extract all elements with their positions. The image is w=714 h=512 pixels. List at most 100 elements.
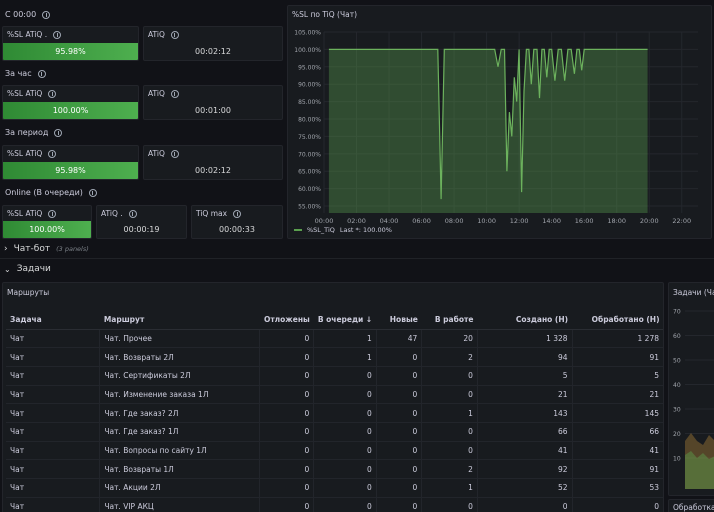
stat-panel-atiq-online[interactable]: ATiQ . 00:00:19 [96,205,187,239]
info-icon[interactable] [54,128,63,137]
info-icon[interactable] [88,188,97,197]
chevron-right-icon: › [4,244,8,254]
table-cell: 21 [572,385,663,405]
x-tick-label: 16:00 [575,217,594,225]
col-header-created[interactable]: Создано (Н) [477,311,573,330]
stat-panel-sl-atiq-period[interactable]: %SL ATiQ 95.98% [2,145,139,180]
chart-panel-sl-tiq[interactable]: %SL по TiQ (Чат) 105.00% 100.00% 95.00% 90.… [287,5,712,239]
table-cell: 1 [421,403,478,423]
y-tick-label: 105.00% [294,30,321,37]
series-line [328,48,648,200]
col-header-processed[interactable]: Обработано (Н) [572,311,663,330]
table-cell: Чат [6,329,101,349]
y-tick-label: 90.00% [298,82,321,89]
table-cell: 0 [313,422,377,442]
row-header-chatbot[interactable]: › Чат-бот (3 panels) [4,244,89,254]
section-title-online: Online (В очереди) [5,188,97,197]
table-cell: 0 [259,347,315,367]
table-cell: 0 [376,422,423,442]
info-icon[interactable] [48,89,57,98]
tasks-mini-chart[interactable]: 70 60 50 40 30 20 10 [669,283,714,496]
stat-value: 95.98% [3,162,138,179]
table-cell: 2 [421,459,478,479]
table-cell: 47 [376,329,423,349]
table-row[interactable]: Чат Чат. Возвраты 2Л 0 1 0 2 94 91 [6,347,663,367]
stat-value: 95.98% [3,43,138,60]
table-row[interactable]: Чат Чат. Сертификаты 2Л 0 0 0 0 5 5 [6,366,663,386]
y-tick-label: 70 [673,309,681,316]
col-header-in-queue[interactable]: В очереди ↓ [313,311,377,330]
table-cell: 143 [477,403,573,423]
divider [0,258,714,259]
table-row[interactable]: Чат Чат. Изменение заказа 1Л 0 0 0 0 21 21 [6,385,663,405]
table-cell: 91 [572,347,663,367]
table-cell: 0 [421,385,478,405]
stat-panel-atiq-hour[interactable]: ATiQ 00:01:00 [143,85,283,120]
info-icon[interactable] [53,30,62,39]
col-header-postponed[interactable]: Отложены [259,311,314,330]
info-icon[interactable] [233,209,242,218]
stat-title: %SL ATiQ [7,149,43,158]
table-cell: Чат [6,347,101,367]
info-icon[interactable] [37,69,46,78]
x-tick-label: 14:00 [542,217,561,225]
tasks-chart-panel[interactable]: Задачи (Чат 70 60 50 40 30 20 10 [668,282,714,496]
table-cell: 0 [259,385,315,405]
processing-panel[interactable]: Обработка [668,499,714,512]
row-header-tasks[interactable]: ⌄ Задачи [4,264,51,274]
table-cell: Чат. Акции 2Л [99,478,261,498]
table-cell: 0 [313,403,377,423]
table-cell: 0 [376,459,423,479]
table-row[interactable]: Чат Чат. Акции 2Л 0 0 0 1 52 53 [6,478,663,498]
stat-value: 00:00:33 [219,225,255,234]
info-icon[interactable] [170,30,179,39]
y-tick-label: 95.00% [298,64,321,71]
sl-tiq-chart[interactable]: 105.00% 100.00% 95.00% 90.00% 85.00% 80.00% 75… [288,6,712,239]
col-header-in-progress[interactable]: В работе [421,311,478,330]
stat-title: %SL ATiQ [7,89,43,98]
info-icon[interactable] [48,209,57,218]
table-cell: Чат. Где заказ? 2Л [99,403,261,423]
table-row[interactable]: Чат Чат. Вопросы по сайту 1Л 0 0 0 0 41 41 [6,441,663,461]
stat-panel-sl-atiq-online[interactable]: %SL ATiQ 100.00% [2,205,92,239]
stat-panel-atiq-period[interactable]: ATiQ 00:02:12 [143,145,283,180]
info-icon[interactable] [128,209,137,218]
table-row[interactable]: Чат Чат. VIP АКЦ 0 0 0 0 0 0 [6,497,663,512]
info-icon[interactable] [42,10,51,19]
chart-legend[interactable]: %SL_TiQ Last *: 100.00% [294,226,392,234]
stat-panel-sl-atiq-hour[interactable]: %SL ATiQ 100.00% [2,85,139,120]
series-area [685,451,714,489]
table-cell: 41 [572,441,663,461]
table-cell: 145 [572,403,663,423]
table-row[interactable]: Чат Чат. Где заказ? 1Л 0 0 0 0 66 66 [6,422,663,442]
table-cell: 0 [259,459,315,479]
row-title: Задачи [16,264,51,274]
table-cell: 0 [376,366,423,386]
table-cell: Чат [6,422,101,442]
y-tick-label: 85.00% [298,99,321,106]
stat-title: %SL ATiQ . [7,30,48,39]
info-icon[interactable] [170,89,179,98]
stat-panel-atiq[interactable]: ATiQ 00:02:12 [143,26,283,61]
table-cell: 0 [259,403,315,423]
info-icon[interactable] [48,149,57,158]
stat-value: 00:02:12 [195,47,231,56]
row-panel-count: (3 panels) [56,245,89,253]
legend-swatch [294,229,302,231]
stat-panel-sl-atiq[interactable]: %SL ATiQ . 95.98% [2,26,139,61]
table-cell: 2 [421,347,478,367]
table-row[interactable]: Чат Чат. Где заказ? 2Л 0 0 0 1 143 145 [6,403,663,423]
col-header-new[interactable]: Новые [376,311,422,330]
section-title-since-midnight: С 00:00 [5,10,51,19]
y-tick-label: 60 [673,333,681,340]
info-icon[interactable] [170,149,179,158]
col-header-task[interactable]: Задача [6,311,100,330]
table-cell: 0 [313,478,377,498]
chevron-down-icon: ⌄ [4,264,11,274]
table-row[interactable]: Чат Чат. Возвраты 1Л 0 0 0 2 92 91 [6,459,663,479]
table-row[interactable]: Чат Чат. Прочее 0 1 47 20 1 328 1 278 [6,329,663,349]
y-tick-label: 55.00% [298,204,321,211]
col-header-route[interactable]: Маршрут [99,311,260,330]
routes-table-panel[interactable]: Маршруты Задача Маршрут Отложены В очере… [2,282,664,512]
stat-panel-tiq-max[interactable]: TiQ max 00:00:33 [191,205,283,239]
